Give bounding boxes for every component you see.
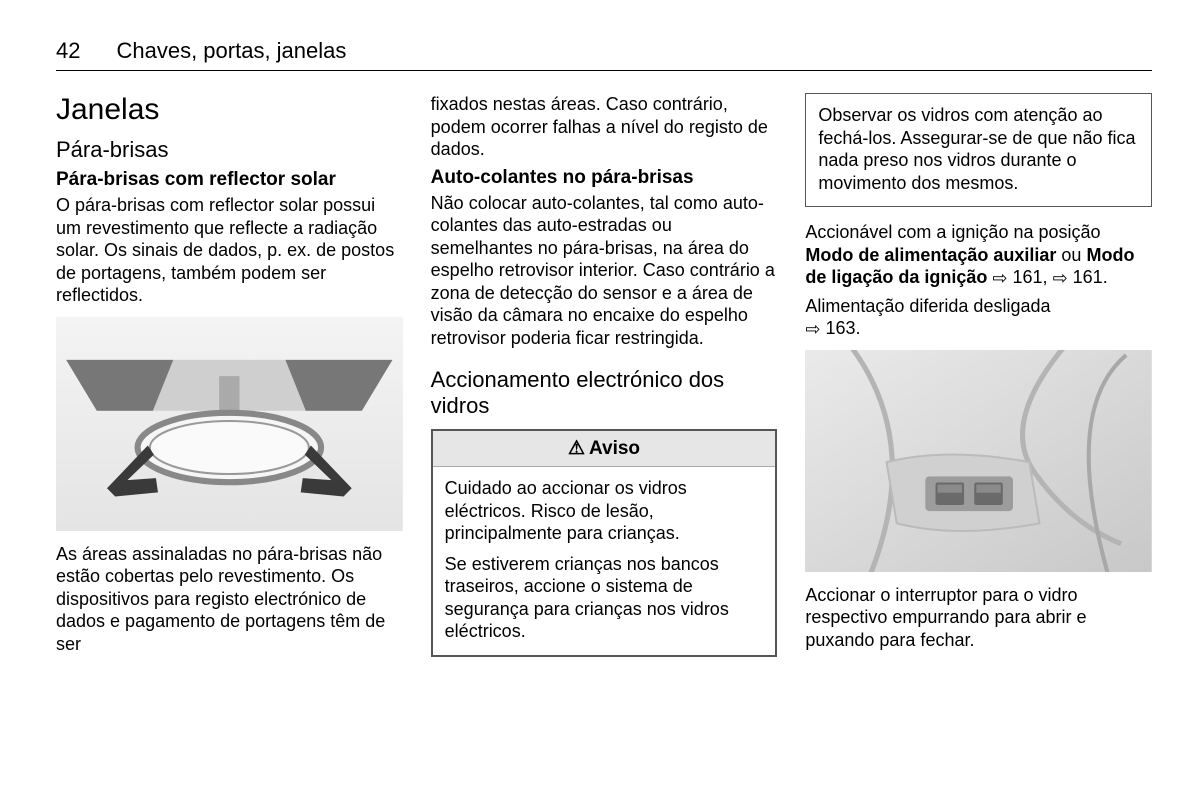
paragraph: Não colocar auto-colantes, tal como auto…: [431, 192, 778, 350]
column-1: Janelas Pára-brisas Pára-brisas com refl…: [56, 93, 403, 667]
chapter-title: Chaves, portas, janelas: [116, 38, 346, 64]
page-header: 42 Chaves, portas, janelas: [56, 38, 1152, 64]
text-run: ou: [1056, 245, 1086, 265]
subsection-heading: Accionamento electrónico dos vidros: [431, 367, 778, 419]
text-run: Alimentação diferida desligada: [805, 296, 1050, 316]
section-heading: Janelas: [56, 93, 403, 127]
page-ref: 163.: [820, 318, 860, 338]
warning-body: Cuidado ao accionar os vidros eléctricos…: [433, 467, 776, 655]
column-3: Observar os vidros com atenção ao fechá-…: [805, 93, 1152, 667]
subsubsection-heading: Auto-colantes no pára-brisas: [431, 167, 778, 189]
figure-window-switch: [805, 350, 1152, 572]
column-2: fixados nestas áreas. Caso contrário, po…: [431, 93, 778, 667]
reference-arrow-icon: ⇨: [992, 267, 1007, 290]
page-number: 42: [56, 38, 80, 64]
text-bold: Modo de alimentação auxiliar: [805, 245, 1056, 265]
paragraph: O pára-brisas com reflector solar possui…: [56, 194, 403, 307]
note-text: Observar os vidros com atenção ao fechá-…: [818, 105, 1135, 193]
warning-label: Aviso: [589, 438, 640, 459]
content-columns: Janelas Pára-brisas Pára-brisas com refl…: [56, 93, 1152, 667]
paragraph: Accionar o interruptor para o vidro resp…: [805, 584, 1152, 652]
warning-box: ⚠Aviso Cuidado ao accionar os vidros elé…: [431, 429, 778, 657]
figure-windshield-mirror: [56, 317, 403, 531]
paragraph: As áreas assinaladas no pára-brisas não …: [56, 543, 403, 656]
warning-paragraph: Se estiverem crianças nos bancos traseir…: [445, 553, 764, 643]
page-ref: 161.: [1068, 267, 1108, 287]
door-switch-illustration: [805, 350, 1152, 572]
page-ref: 161,: [1008, 267, 1053, 287]
text-run: Accionável com a ignição na posição: [805, 222, 1100, 242]
warning-paragraph: Cuidado ao accionar os vidros eléctricos…: [445, 477, 764, 545]
subsubsection-heading: Pára-brisas com reflector solar: [56, 169, 403, 191]
paragraph: Alimentação diferida desligada ⇨ 163.: [805, 295, 1152, 340]
warning-heading: ⚠Aviso: [433, 431, 776, 467]
reference-arrow-icon: ⇨: [805, 318, 820, 341]
mirror-illustration: [56, 317, 403, 531]
paragraph: fixados nestas áreas. Caso contrário, po…: [431, 93, 778, 161]
paragraph: Accionável com a ignição na posição Modo…: [805, 221, 1152, 289]
subsection-heading: Pára-brisas: [56, 137, 403, 163]
reference-arrow-icon: ⇨: [1053, 267, 1068, 290]
note-box: Observar os vidros com atenção ao fechá-…: [805, 93, 1152, 207]
warning-icon: ⚠: [568, 438, 585, 459]
header-rule: [56, 70, 1152, 71]
